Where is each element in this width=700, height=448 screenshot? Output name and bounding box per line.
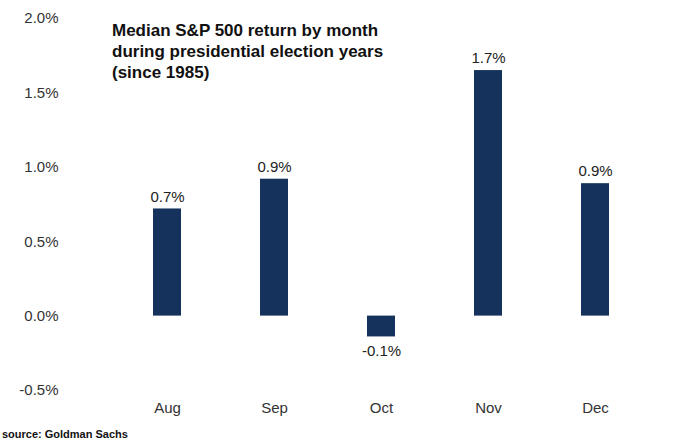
svg-text:0.0%: 0.0% [24,307,58,324]
svg-text:1.0%: 1.0% [24,158,58,175]
svg-text:Aug: Aug [154,399,181,416]
svg-text:2.0%: 2.0% [24,9,58,26]
svg-text:0.9%: 0.9% [578,162,612,179]
html-text:Median S&P 500 return by month: Median S&P 500 return by month during pr… [112,21,384,82]
svg-text:1.7%: 1.7% [471,49,505,66]
svg-text:0.9%: 0.9% [257,158,291,175]
svg-text:-0.5%: -0.5% [19,381,58,398]
svg-text:0.5%: 0.5% [24,233,58,250]
svg-text:Nov: Nov [475,399,502,416]
svg-text:Oct: Oct [370,399,394,416]
html-text:source: Goldman Sachs: source: Goldman Sachs [2,428,128,440]
svg-text:1.5%: 1.5% [24,84,58,101]
svg-text:-0.1%: -0.1% [362,342,401,359]
svg-text:Dec: Dec [582,399,609,416]
svg-text:0.7%: 0.7% [150,188,184,205]
svg-text:Sep: Sep [261,399,288,416]
